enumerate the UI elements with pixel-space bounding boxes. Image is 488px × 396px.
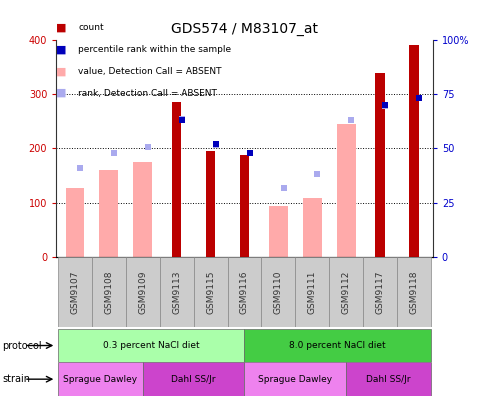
Text: value, Detection Call = ABSENT: value, Detection Call = ABSENT (78, 67, 221, 76)
Bar (396, 257, 430, 327)
Bar (160, 257, 193, 327)
Point (76, 164, 84, 171)
Point (110, 150, 118, 156)
Point (313, 171, 321, 177)
Point (211, 141, 219, 148)
Text: GSM9107: GSM9107 (70, 270, 79, 314)
Bar (58, 257, 92, 327)
Text: GSM9111: GSM9111 (307, 270, 316, 314)
Text: GSM9112: GSM9112 (341, 270, 350, 314)
Point (347, 117, 355, 123)
Point (381, 103, 388, 109)
Text: Dahl SS/Jr: Dahl SS/Jr (171, 375, 215, 384)
Bar (336, 124, 355, 257)
Bar (133, 162, 152, 257)
Text: ■: ■ (56, 88, 66, 98)
Bar (172, 102, 181, 257)
Text: count: count (78, 23, 103, 32)
Bar (65, 188, 84, 257)
Bar (227, 257, 261, 327)
Point (211, 141, 219, 147)
Bar (261, 257, 295, 327)
Bar (244, 362, 346, 396)
Point (143, 144, 151, 150)
Text: Sprague Dawley: Sprague Dawley (63, 375, 137, 384)
Text: GSM9118: GSM9118 (409, 270, 418, 314)
Bar (244, 329, 430, 362)
Point (245, 150, 253, 156)
Point (178, 115, 185, 122)
Point (414, 95, 422, 101)
Bar (58, 362, 142, 396)
Text: ■: ■ (56, 23, 66, 33)
Bar (375, 73, 384, 257)
Text: 8.0 percent NaCl diet: 8.0 percent NaCl diet (289, 341, 386, 350)
Text: GSM9116: GSM9116 (240, 270, 248, 314)
Bar (125, 257, 160, 327)
Text: Dahl SS/Jr: Dahl SS/Jr (366, 375, 410, 384)
Text: percentile rank within the sample: percentile rank within the sample (78, 45, 231, 54)
Text: GSM9117: GSM9117 (375, 270, 384, 314)
Bar (363, 257, 396, 327)
Text: strain: strain (2, 374, 30, 385)
Bar (193, 257, 227, 327)
Text: GSM9115: GSM9115 (205, 270, 215, 314)
Text: ■: ■ (56, 44, 66, 55)
Point (381, 102, 388, 108)
Bar (205, 151, 215, 257)
Point (414, 95, 422, 101)
Text: ■: ■ (56, 66, 66, 76)
Text: GSM9109: GSM9109 (138, 270, 147, 314)
Bar (58, 329, 244, 362)
Bar (239, 155, 249, 257)
Point (245, 150, 253, 156)
Text: rank, Detection Call = ABSENT: rank, Detection Call = ABSENT (78, 89, 217, 97)
Bar (99, 170, 118, 257)
Text: protocol: protocol (2, 341, 42, 351)
Text: Sprague Dawley: Sprague Dawley (258, 375, 332, 384)
Bar (268, 206, 287, 257)
Text: GSM9113: GSM9113 (172, 270, 181, 314)
Text: GSM9110: GSM9110 (273, 270, 283, 314)
Bar (328, 257, 363, 327)
Text: GSM9108: GSM9108 (104, 270, 113, 314)
Bar (408, 45, 418, 257)
Title: GDS574 / M83107_at: GDS574 / M83107_at (171, 22, 317, 36)
Bar (92, 257, 125, 327)
Point (279, 185, 287, 191)
Text: 0.3 percent NaCl diet: 0.3 percent NaCl diet (102, 341, 199, 350)
Point (178, 117, 185, 123)
Bar (303, 198, 321, 257)
Bar (346, 362, 430, 396)
Bar (142, 362, 244, 396)
Bar (295, 257, 328, 327)
